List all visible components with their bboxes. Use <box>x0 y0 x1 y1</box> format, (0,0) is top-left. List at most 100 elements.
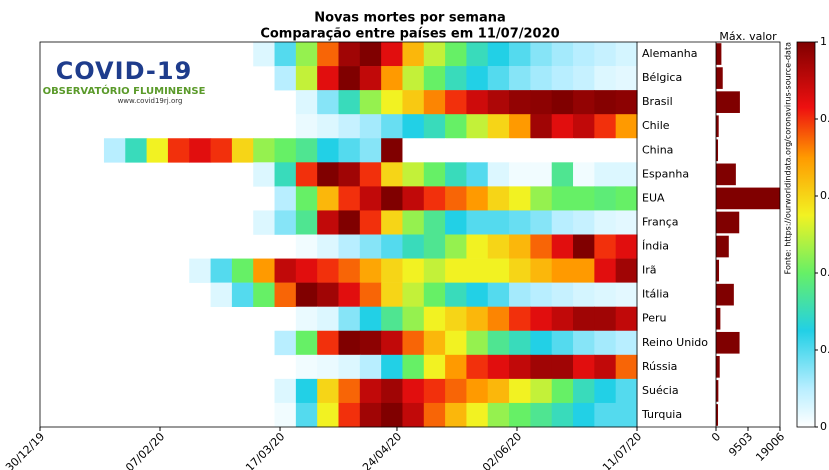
colorbar-tick-label: 0 <box>820 420 827 433</box>
heat-cell <box>445 162 468 187</box>
heat-cell <box>274 66 297 91</box>
heat-cell <box>466 186 489 211</box>
heat-cell <box>274 378 297 404</box>
row-label: Índia <box>642 240 669 253</box>
heat-cell <box>445 306 468 332</box>
heat-cell <box>487 306 510 332</box>
bar <box>716 307 721 330</box>
heat-cell <box>445 90 468 115</box>
row-label: Chile <box>642 119 670 132</box>
heat-cell <box>402 306 425 332</box>
heat-cell <box>487 90 510 115</box>
heat-cell <box>551 402 574 428</box>
heat-cell <box>445 210 468 235</box>
heat-cell <box>615 162 638 187</box>
heat-cell <box>103 138 126 163</box>
heat-cell <box>423 330 446 356</box>
row-label: Irã <box>642 264 657 277</box>
heat-cell <box>402 90 425 115</box>
bar-x-tick-label: 9503 <box>726 430 755 459</box>
heat-cell <box>402 378 425 404</box>
heat-cell <box>530 210 553 235</box>
bar <box>716 404 719 426</box>
colorbar-tick-label: 0.6 <box>820 189 829 202</box>
heat-cell <box>423 402 446 428</box>
heat-cell <box>317 138 340 163</box>
heat-cell <box>359 258 382 283</box>
heat-cell <box>509 354 531 380</box>
heat-cell <box>359 66 382 91</box>
heat-cell <box>551 282 574 307</box>
heat-cell <box>423 42 446 67</box>
heat-cell <box>573 402 595 428</box>
heat-cell <box>551 306 574 332</box>
heat-cell <box>317 90 340 115</box>
heat-cell <box>338 258 361 283</box>
heat-cell <box>359 378 382 404</box>
heat-cell <box>381 354 404 380</box>
heat-cell <box>274 258 297 283</box>
heat-cell <box>338 330 361 356</box>
heat-cell <box>423 234 446 259</box>
heat-cell <box>509 42 531 67</box>
heat-cell <box>338 138 361 163</box>
heat-cell <box>317 354 340 380</box>
heat-cell <box>338 282 361 307</box>
heat-cell <box>466 90 489 115</box>
heat-cell <box>338 114 361 139</box>
heat-cell <box>615 90 638 115</box>
heat-cell <box>423 282 446 307</box>
heat-cell <box>445 114 468 139</box>
heat-cell <box>317 114 340 139</box>
heat-cell <box>530 378 553 404</box>
heat-cell <box>594 330 617 356</box>
heat-cell <box>423 378 446 404</box>
heat-cell <box>615 114 638 139</box>
bar <box>716 115 719 138</box>
heat-cell <box>466 162 489 187</box>
heat-cell <box>509 210 531 235</box>
heat-cell <box>594 186 617 211</box>
heat-cell <box>594 378 617 404</box>
heat-cell <box>381 258 404 283</box>
heat-cell <box>466 210 489 235</box>
heat-cell <box>295 234 318 259</box>
heat-cell <box>317 258 340 283</box>
heat-cell <box>573 162 595 187</box>
heat-cell <box>359 282 382 307</box>
heat-cell <box>338 90 361 115</box>
heat-cell <box>487 330 510 356</box>
row-label: Alemanha <box>642 47 698 60</box>
row-label: Suécia <box>642 384 679 397</box>
heat-cell <box>615 210 638 235</box>
bar <box>716 211 740 234</box>
heat-cell <box>295 306 318 332</box>
heat-cell <box>615 234 638 259</box>
heat-cell <box>317 210 340 235</box>
heat-cell <box>509 282 531 307</box>
bar-title: Máx. valor <box>719 30 777 43</box>
heat-cell <box>445 186 468 211</box>
heat-cell <box>274 330 297 356</box>
heat-cell <box>253 138 276 163</box>
heat-cell <box>274 402 297 428</box>
bar <box>716 356 720 378</box>
heat-cell <box>381 42 404 67</box>
heat-cell <box>423 114 446 139</box>
heat-cell <box>594 42 617 67</box>
heat-cell <box>466 330 489 356</box>
heat-cell <box>615 378 638 404</box>
logo-url: www.covid19rj.org <box>118 97 183 105</box>
heat-cell <box>509 378 531 404</box>
row-label: Rússia <box>642 360 677 373</box>
heat-cell <box>509 114 531 139</box>
x-tick-label: 17/03/20 <box>243 430 287 470</box>
heat-cell <box>466 354 489 380</box>
bar <box>716 43 722 65</box>
heat-cell <box>381 138 404 163</box>
heat-cell <box>359 138 382 163</box>
heat-cell <box>295 186 318 211</box>
heat-cell <box>573 282 595 307</box>
heat-cell <box>295 90 318 115</box>
heat-cell <box>530 258 553 283</box>
